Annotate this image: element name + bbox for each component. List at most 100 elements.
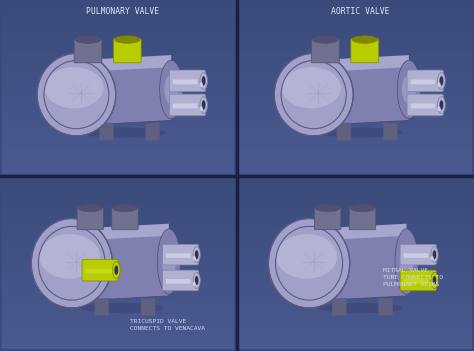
Bar <box>239 105 472 107</box>
Bar <box>239 222 472 224</box>
Bar <box>239 88 472 90</box>
Bar <box>2 294 234 296</box>
Ellipse shape <box>157 229 181 294</box>
Bar <box>2 275 234 277</box>
Bar <box>2 57 234 59</box>
Bar <box>239 267 472 269</box>
Bar <box>2 272 234 273</box>
Bar <box>239 112 472 113</box>
Bar <box>2 167 234 168</box>
Bar <box>239 170 472 172</box>
Bar <box>2 101 234 103</box>
Bar <box>239 339 472 340</box>
Bar <box>2 82 234 84</box>
Bar <box>2 210 234 212</box>
Bar <box>2 227 234 229</box>
Bar <box>239 243 472 244</box>
Bar <box>2 120 234 122</box>
Text: TRICUSPID VALVE
CONNECTS TO VENACAVA: TRICUSPID VALVE CONNECTS TO VENACAVA <box>129 319 205 331</box>
Bar <box>239 315 472 317</box>
Ellipse shape <box>438 106 441 111</box>
Bar <box>239 71 472 72</box>
Bar <box>239 332 472 334</box>
Bar <box>239 310 472 311</box>
Ellipse shape <box>282 67 341 108</box>
Bar <box>239 231 472 232</box>
Bar <box>2 196 234 198</box>
Bar <box>239 153 472 155</box>
Bar <box>239 115 472 117</box>
Bar <box>239 122 472 124</box>
Bar <box>239 313 472 315</box>
Bar <box>2 45 234 46</box>
FancyBboxPatch shape <box>74 39 102 63</box>
Bar <box>239 78 472 79</box>
FancyBboxPatch shape <box>100 123 113 140</box>
Bar <box>2 46 234 48</box>
Bar <box>239 201 472 203</box>
Bar <box>239 50 472 52</box>
Bar <box>2 72 234 74</box>
Bar <box>2 177 234 179</box>
Bar <box>239 100 472 101</box>
Bar <box>239 227 472 229</box>
Bar <box>2 134 234 136</box>
Bar <box>239 131 472 132</box>
Bar <box>2 112 234 113</box>
FancyBboxPatch shape <box>173 79 197 84</box>
Bar <box>239 206 472 208</box>
FancyBboxPatch shape <box>337 123 351 140</box>
Bar <box>239 33 472 34</box>
Bar <box>2 2 234 4</box>
Bar <box>239 280 472 282</box>
Bar <box>239 28 472 29</box>
Bar <box>239 110 472 112</box>
FancyBboxPatch shape <box>410 79 435 84</box>
Bar <box>239 26 472 27</box>
Bar <box>2 225 234 227</box>
Bar <box>2 347 234 349</box>
Bar <box>239 270 472 272</box>
Bar <box>2 267 234 269</box>
Bar <box>239 10 472 12</box>
Ellipse shape <box>400 245 413 278</box>
Bar <box>2 193 234 194</box>
Bar <box>239 213 472 215</box>
Bar <box>2 115 234 117</box>
Bar <box>2 4 234 5</box>
Bar <box>2 287 234 289</box>
Polygon shape <box>76 55 171 72</box>
FancyBboxPatch shape <box>169 94 205 116</box>
Bar <box>239 346 472 347</box>
Bar <box>239 79 472 81</box>
Bar <box>2 305 234 306</box>
Bar <box>2 38 234 40</box>
FancyBboxPatch shape <box>163 270 199 291</box>
Bar <box>239 65 472 67</box>
Bar <box>2 29 234 31</box>
Ellipse shape <box>45 67 103 108</box>
Ellipse shape <box>31 219 112 308</box>
Bar <box>2 241 234 243</box>
Bar <box>2 36 234 38</box>
Bar <box>2 342 234 344</box>
Bar <box>239 157 472 158</box>
Ellipse shape <box>268 219 350 308</box>
Bar <box>2 292 234 294</box>
FancyBboxPatch shape <box>314 207 341 230</box>
Bar <box>2 79 234 81</box>
Bar <box>239 189 472 191</box>
Bar <box>239 81 472 82</box>
Bar <box>2 280 234 282</box>
Bar <box>239 168 472 170</box>
Bar <box>239 127 472 129</box>
Bar <box>239 114 472 115</box>
Ellipse shape <box>319 303 402 313</box>
Bar <box>239 275 472 277</box>
Bar <box>239 269 472 270</box>
Bar <box>239 286 472 287</box>
Bar <box>239 7 472 9</box>
Bar <box>2 191 234 193</box>
Bar <box>239 318 472 320</box>
Bar <box>2 26 234 27</box>
